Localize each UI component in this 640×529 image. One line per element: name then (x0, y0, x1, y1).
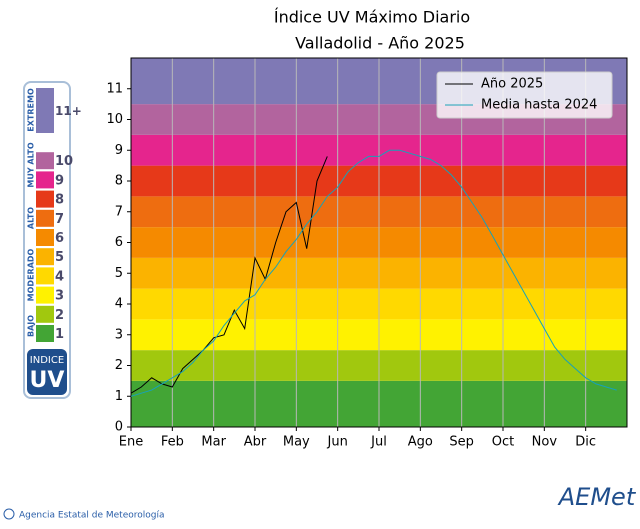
legend-label: Media hasta 2024 (481, 98, 597, 113)
uv-level-swatch (36, 209, 54, 227)
x-tick-label: Nov (532, 435, 558, 450)
uv-level-label: 5 (55, 250, 64, 265)
uv-level-swatch (36, 248, 54, 266)
x-tick-label: Oct (492, 435, 514, 450)
series-line (130, 156, 328, 394)
y-tick-label: 2 (115, 358, 123, 373)
uv-level-label: 10 (55, 154, 73, 169)
uv-group-label: MODERADO (27, 248, 36, 301)
uv-level-swatch (36, 229, 54, 246)
chart-subtitle: Valladolid - Año 2025 (295, 34, 465, 53)
footer-agency: Agencia Estatal de Meteorología (19, 511, 165, 521)
uv-level-swatch (36, 286, 54, 304)
uv-group-label: MUY ALTO (27, 142, 36, 187)
plot-frame (130, 57, 628, 428)
uv-level-label: 1 (55, 327, 64, 342)
y-tick-label: 8 (115, 174, 123, 189)
uv-level-label: 3 (55, 289, 64, 304)
x-tick-label: Feb (161, 435, 184, 450)
uv-level-label: 9 (55, 173, 64, 188)
uv-level-swatch (36, 325, 54, 342)
x-tick-label: Sep (449, 435, 474, 450)
uv-level-swatch (36, 152, 54, 170)
x-tick-label: Jul (370, 435, 387, 450)
series-line (130, 149, 617, 397)
legend-label: Año 2025 (481, 77, 543, 92)
uv-badge-top: INDICE (30, 355, 64, 366)
uv-level-swatch (36, 305, 54, 323)
y-tick-label: 7 (115, 204, 123, 219)
legend-box (436, 71, 613, 119)
x-tick-label: Ago (408, 435, 433, 450)
uv-level-swatch (36, 88, 54, 133)
x-tick-label: May (283, 435, 310, 450)
uv-level-label: 2 (55, 308, 64, 323)
x-tick-label: Abr (244, 435, 267, 450)
uv-group-label: BAJO (27, 315, 36, 337)
footer-logo: AEMet (557, 483, 637, 511)
uv-level-swatch (36, 171, 54, 189)
x-tick-label: Mar (201, 435, 226, 450)
x-tick-label: Ene (119, 435, 143, 450)
x-tick-label: Jun (327, 435, 348, 450)
uv-group-label: ALTO (27, 207, 36, 229)
uv-level-label: 7 (55, 212, 64, 227)
uv-level-label: 4 (55, 269, 64, 284)
y-tick-label: 6 (115, 235, 123, 250)
uv-group-label: EXTREMO (27, 88, 36, 132)
uv-badge-bottom: UV (30, 368, 65, 393)
footer-icon (3, 508, 15, 520)
y-tick-label: 1 (115, 389, 123, 404)
uv-level-swatch (36, 190, 54, 208)
uv-level-label: 11+ (55, 104, 82, 118)
chart-title: Índice UV Máximo Diario (274, 8, 470, 27)
uv-badge (27, 349, 67, 395)
y-tick-label: 10 (106, 112, 123, 127)
y-tick-label: 3 (115, 327, 123, 342)
y-tick-label: 0 (115, 420, 123, 435)
uv-level-label: 8 (55, 193, 64, 208)
y-tick-label: 11 (106, 81, 123, 96)
uv-level-label: 6 (55, 231, 64, 246)
y-tick-label: 9 (115, 143, 123, 158)
y-tick-label: 5 (115, 266, 123, 281)
uv-level-swatch (36, 267, 54, 285)
x-tick-label: Dic (575, 435, 596, 450)
y-tick-label: 4 (115, 297, 123, 312)
